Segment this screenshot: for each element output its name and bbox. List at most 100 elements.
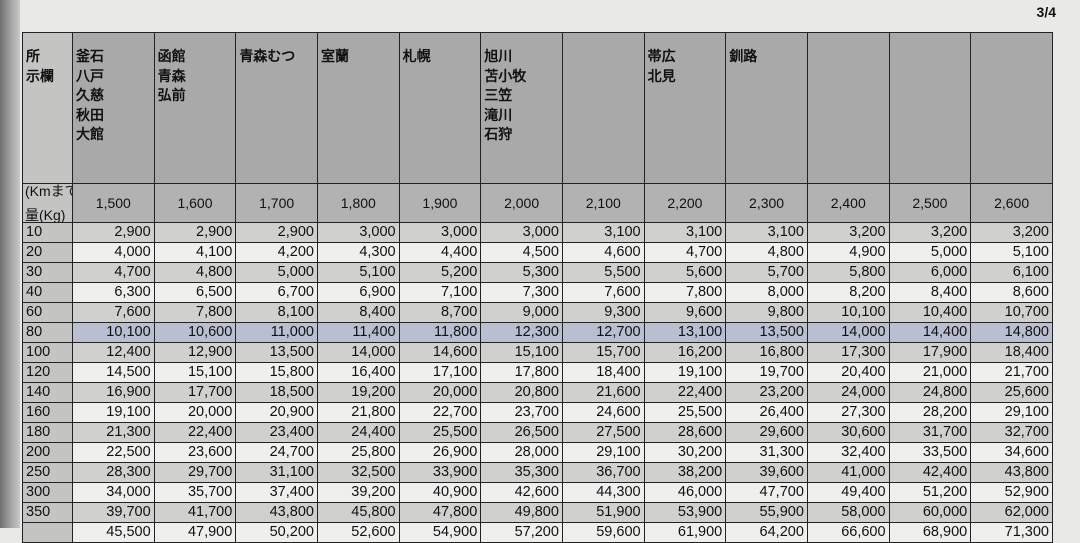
rate-cell: 31,700	[888, 422, 972, 443]
rate-cell: 3,000	[316, 222, 400, 243]
rate-cell: 5,100	[970, 242, 1053, 263]
rate-cell: 68,900	[888, 522, 972, 543]
destination-cell: 札幌	[398, 32, 482, 184]
rate-cell: 53,900	[643, 502, 727, 523]
rate-cell: 28,600	[643, 422, 727, 443]
distance-cell: 2,100	[561, 183, 645, 223]
rate-cell: 45,500	[72, 522, 155, 543]
weight-unit-label: 量(Kg)	[25, 207, 66, 223]
rate-cell: 44,300	[561, 482, 645, 503]
rate-cell: 20,000	[398, 382, 482, 403]
weight-cell: 200	[22, 442, 73, 463]
rate-cell: 3,000	[480, 222, 563, 243]
weight-cell: 30	[22, 262, 73, 283]
rate-cell: 18,500	[235, 382, 318, 403]
rate-cell: 13,100	[643, 322, 727, 343]
rate-cell: 37,400	[235, 482, 318, 503]
rate-cell: 42,400	[888, 462, 972, 483]
distance-cell: 1,900	[398, 183, 482, 223]
rate-cell: 3,000	[398, 222, 482, 243]
rate-cell: 12,900	[153, 342, 237, 363]
rate-cell: 12,300	[480, 322, 563, 343]
header-first-cell: 所 示欄	[22, 32, 73, 184]
rate-cell: 8,200	[806, 282, 890, 303]
rate-cell: 43,800	[235, 502, 318, 523]
rate-cell: 5,800	[806, 262, 890, 283]
table-row: 120 14,500 15,100 15,800 16,400 17,100 17,800 1…	[22, 362, 1053, 383]
rate-cell: 21,000	[888, 362, 972, 383]
rate-cell: 19,100	[72, 402, 155, 423]
weight-cell: 300	[22, 482, 73, 503]
rate-cell: 17,700	[153, 382, 237, 403]
rate-cell: 16,400	[316, 362, 400, 383]
rate-cell: 6,500	[153, 282, 237, 303]
destination-cell	[561, 32, 645, 184]
rate-cell: 14,800	[970, 322, 1053, 343]
destination-cell	[888, 32, 972, 184]
rate-cell: 29,100	[561, 442, 645, 463]
rate-cell: 26,500	[480, 422, 563, 443]
rate-cell: 23,600	[153, 442, 237, 463]
rate-cell: 51,200	[888, 482, 972, 503]
rate-cell: 23,400	[235, 422, 318, 443]
shipping-rate-table: 所 示欄 釜石 八戸 久慈 秋田 大館 函館 青森 弘前 青森むつ 室蘭 札幌 旭川 苫小牧…	[22, 32, 1053, 543]
rate-cell: 20,400	[806, 362, 890, 383]
weight-cell: 120	[22, 362, 73, 383]
table-row: 30 4,700 4,800 5,000 5,100 5,200 5,300 5,500 5,6…	[22, 262, 1053, 283]
rate-cell: 19,200	[316, 382, 400, 403]
table-row: 180 21,300 22,400 23,400 24,400 25,500 26,500 2…	[22, 422, 1053, 443]
rate-cell: 10,600	[153, 322, 237, 343]
rate-cell: 14,000	[316, 342, 400, 363]
weight-cell: 100	[22, 342, 73, 363]
rate-cell: 35,700	[153, 482, 237, 503]
rate-cell: 6,300	[72, 282, 155, 303]
weight-cell: 10	[22, 222, 73, 243]
rate-cell: 10,100	[72, 322, 155, 343]
rate-cell: 11,000	[235, 322, 318, 343]
rate-cell: 28,200	[888, 402, 972, 423]
rate-cell: 50,200	[235, 522, 318, 543]
rate-cell: 5,100	[316, 262, 400, 283]
destination-cell: 室蘭	[316, 32, 400, 184]
rate-cell: 47,700	[725, 482, 808, 503]
rate-cell: 35,300	[480, 462, 563, 483]
rate-cell: 25,500	[398, 422, 482, 443]
distance-cell: 2,000	[480, 183, 563, 223]
rate-cell: 45,800	[316, 502, 400, 523]
rate-cell: 38,200	[643, 462, 727, 483]
rate-cell: 3,200	[970, 222, 1053, 243]
rate-cell: 41,700	[153, 502, 237, 523]
rate-cell: 11,400	[316, 322, 400, 343]
rate-cell: 26,400	[725, 402, 808, 423]
distance-cell: 2,200	[643, 183, 727, 223]
rate-cell: 33,500	[888, 442, 972, 463]
rate-cell: 7,800	[643, 282, 727, 303]
table-row: 100 12,400 12,900 13,500 14,000 14,600 15,100 1…	[22, 342, 1053, 363]
rate-cell: 34,600	[970, 442, 1053, 463]
rate-cell: 4,800	[725, 242, 808, 263]
rate-cell: 29,600	[725, 422, 808, 443]
page-number: 3/4	[1036, 4, 1056, 20]
destination-cell: 釜石 八戸 久慈 秋田 大館	[72, 32, 155, 184]
rate-cell: 24,700	[235, 442, 318, 463]
rate-cell: 39,600	[725, 462, 808, 483]
rate-cell: 5,000	[235, 262, 318, 283]
rate-cell: 9,800	[725, 302, 808, 323]
rate-cell: 4,700	[643, 242, 727, 263]
distance-unit-label: (Kmまで)	[25, 183, 72, 199]
rate-cell: 59,600	[561, 522, 645, 543]
rate-cell: 26,900	[398, 442, 482, 463]
corner-cell: (Kmまで) 量(Kg)	[22, 183, 73, 223]
rate-cell: 5,000	[888, 242, 972, 263]
weight-cell: 180	[22, 422, 73, 443]
table-row: 350 39,700 41,700 43,800 45,800 47,800 49,800 5…	[22, 502, 1053, 523]
rate-cell: 4,000	[72, 242, 155, 263]
rate-cell: 4,500	[480, 242, 563, 263]
rate-cell: 5,200	[398, 262, 482, 283]
rate-cell: 16,800	[725, 342, 808, 363]
rate-cell: 4,700	[72, 262, 155, 283]
rate-cell: 4,300	[316, 242, 400, 263]
rate-cell: 32,500	[316, 462, 400, 483]
rate-cell: 60,000	[888, 502, 972, 523]
rate-cell: 34,000	[72, 482, 155, 503]
